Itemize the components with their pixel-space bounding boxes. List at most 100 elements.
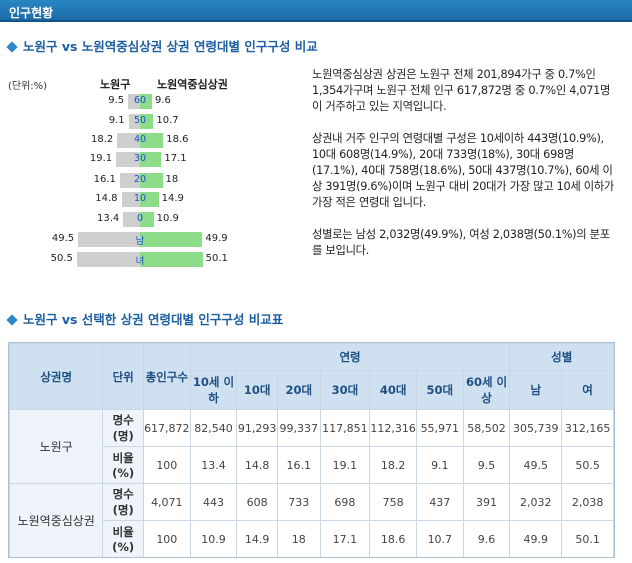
table-cell: 18.6 <box>369 520 417 558</box>
chart-bar-left <box>119 173 140 188</box>
table-cell: 17.1 <box>319 520 371 558</box>
section-title-table: 노원구 vs 선택한 상권 연령대별 인구구성 비교표 <box>6 309 283 328</box>
table-cell: 9.1 <box>415 446 464 484</box>
chart-data-label-left: 16.1 <box>93 174 116 185</box>
chart-unit-label: (단위:%) <box>8 81 48 92</box>
table-cell: 82,540 <box>189 409 238 447</box>
table-cell: 305,739 <box>509 409 563 447</box>
chart-data-label-right: 17.1 <box>164 153 187 164</box>
table-row: 비율(%) 100 10.9 14.9 18 17.1 18.6 10.7 9.6 49.9 50.… <box>10 520 614 558</box>
chart-bar-left <box>128 114 140 129</box>
chart-bar-right <box>140 252 203 267</box>
description-paragraph-2: 상권내 거주 인구의 연령대별 구성은 10세이하 443명(10.9%), 1… <box>312 132 615 209</box>
table-cell: 100 <box>142 446 191 484</box>
table-header-age: 10세 이하 <box>189 370 238 410</box>
diamond-bullet-icon <box>6 314 18 326</box>
chart-bar-left <box>121 192 140 207</box>
table-header-area: 상권명 <box>8 343 104 410</box>
table-cell: 698 <box>319 483 371 521</box>
table-cell: 608 <box>236 483 278 521</box>
table-cell: 55,971 <box>415 409 464 447</box>
chart-bar-right <box>140 133 164 148</box>
table-header-total: 총인구수 <box>142 343 191 410</box>
comparison-table: 상권명 단위 총인구수 연령 성별 10세 이하 10대 20대 30대 40대 50대 6… <box>8 343 614 558</box>
chart-data-label-left: 9.1 <box>108 115 125 126</box>
table-row-area-name: 노원구 <box>8 409 104 484</box>
section-title-comparison: 노원구 vs 노원역중심상권 상권 연령대별 인구구성 비교 <box>6 36 318 55</box>
table-header-age: 40대 <box>369 370 417 410</box>
table-cell: 49.9 <box>509 520 563 558</box>
chart-category-label: 남 <box>135 236 145 247</box>
chart-bar-left <box>117 133 140 148</box>
chart-bar-left <box>123 212 140 227</box>
table-row-unit: 명수(명) <box>102 483 144 521</box>
table-header-unit: 단위 <box>102 343 144 410</box>
table-row-unit: 비율(%) <box>102 446 144 484</box>
chart-category-label: 20 <box>133 174 147 185</box>
header-bar: 인구현황 <box>0 0 632 22</box>
table-cell: 10.7 <box>415 520 464 558</box>
section-title-text: 노원구 vs 선택한 상권 연령대별 인구구성 비교표 <box>23 312 284 327</box>
description-paragraph-1: 노원역중심상권 상권은 노원구 전체 201,894가구 중 0.7%인 1,3… <box>312 68 611 113</box>
table-cell: 100 <box>142 520 191 558</box>
chart-bar-left <box>78 232 140 247</box>
table-cell: 2,032 <box>509 483 563 521</box>
chart-data-label-right: 18.6 <box>166 134 189 145</box>
chart-bar-right <box>140 192 159 207</box>
table-cell: 758 <box>369 483 417 521</box>
chart-bar-right <box>140 173 163 188</box>
table-header-age: 20대 <box>276 370 321 410</box>
table-row: 비율(%) 100 13.4 14.8 16.1 19.1 18.2 9.1 9.5 49.5 50… <box>10 446 614 484</box>
table-cell: 19.1 <box>319 446 371 484</box>
table-cell: 2,038 <box>561 483 614 521</box>
chart-bar-right <box>140 152 162 167</box>
table-row: 노원구 명수(명) 617,872 82,540 91,293 99,337 117,851… <box>8 409 614 484</box>
table-row-unit: 명수(명) <box>102 409 144 447</box>
chart-data-label-right: 14.9 <box>161 193 184 204</box>
table-cell: 9.6 <box>462 520 511 558</box>
chart-bar-left <box>76 252 140 267</box>
table-cell: 14.9 <box>236 520 278 558</box>
population-pyramid-chart: 9.5 9.6 60 9.1 10.7 50 18.2 18.6 40 19.1 17.1 30 16.… <box>0 0 300 290</box>
chart-data-label-left: 19.1 <box>89 153 113 164</box>
chart-data-label-left: 50.5 <box>50 253 73 264</box>
table-cell: 443 <box>189 483 238 521</box>
table-cell: 13.4 <box>189 446 238 484</box>
chart-category-label: 10 <box>133 193 147 204</box>
chart-category-label: 0 <box>136 213 144 224</box>
chart-category-label: 40 <box>133 134 147 145</box>
table-header-gender: 남 <box>509 370 563 410</box>
chart-bar-right <box>140 232 203 247</box>
table-cell: 16.1 <box>276 446 321 484</box>
table-row-area-name: 노원역중심상권 <box>8 483 104 558</box>
chart-category-label: 60 <box>133 95 147 106</box>
table-cell: 50.1 <box>561 520 614 558</box>
table-header-age: 50대 <box>415 370 464 410</box>
chart-data-label-left: 9.5 <box>108 95 125 106</box>
table-cell: 312,165 <box>561 409 614 447</box>
table-cell: 112,316 <box>369 409 417 447</box>
table-row-unit: 비율(%) <box>102 520 144 558</box>
table-header-gender-group: 성별 <box>509 343 614 371</box>
chart-data-label-right: 10.7 <box>156 115 179 126</box>
chart-data-label-right: 18 <box>165 174 179 185</box>
chart-data-label-left: 13.4 <box>96 213 120 224</box>
chart-bar-left <box>116 152 140 167</box>
table-header-age: 60세 이상 <box>462 370 511 410</box>
chart-category-label: 50 <box>133 115 147 126</box>
chart-bar-left <box>128 94 140 109</box>
table-cell: 99,337 <box>276 409 321 447</box>
table-cell: 18.2 <box>369 446 417 484</box>
chart-data-label-left: 18.2 <box>90 134 114 145</box>
table-cell: 18 <box>276 520 321 558</box>
table-header-gender: 여 <box>561 370 614 410</box>
table-cell: 617,872 <box>142 409 191 447</box>
chart-data-label-right: 9.6 <box>155 95 171 106</box>
table-cell: 117,851 <box>319 409 371 447</box>
chart-bar-right <box>140 114 154 129</box>
table-cell: 391 <box>462 483 511 521</box>
chart-left-legend: 노원구 <box>100 78 131 91</box>
chart-right-legend: 노원역중심상권 <box>157 78 228 91</box>
table-header-age: 10대 <box>236 370 278 410</box>
chart-data-label-left: 14.8 <box>95 193 118 204</box>
